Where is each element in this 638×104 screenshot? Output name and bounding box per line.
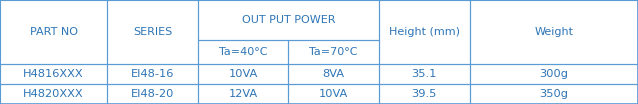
Bar bbox=[198, 40, 288, 64]
Text: 35.1: 35.1 bbox=[412, 69, 437, 79]
Bar bbox=[198, 64, 288, 84]
Bar bbox=[470, 0, 638, 64]
Bar bbox=[198, 0, 379, 40]
Text: Height (mm): Height (mm) bbox=[389, 27, 460, 37]
Text: EI48-20: EI48-20 bbox=[131, 89, 174, 99]
Text: SERIES: SERIES bbox=[133, 27, 172, 37]
Text: Weight: Weight bbox=[534, 27, 574, 37]
Bar bbox=[107, 0, 198, 64]
Text: 39.5: 39.5 bbox=[412, 89, 437, 99]
Text: 8VA: 8VA bbox=[323, 69, 345, 79]
Text: Ta=70°C: Ta=70°C bbox=[309, 47, 358, 57]
Bar bbox=[0, 84, 107, 104]
Bar bbox=[379, 84, 470, 104]
Bar bbox=[288, 40, 379, 64]
Bar bbox=[379, 0, 470, 64]
Text: 350g: 350g bbox=[539, 89, 568, 99]
Text: 12VA: 12VA bbox=[228, 89, 258, 99]
Bar bbox=[470, 0, 638, 64]
Bar bbox=[288, 40, 379, 64]
Bar bbox=[107, 84, 198, 104]
Bar bbox=[379, 64, 470, 84]
Bar bbox=[198, 84, 288, 104]
Text: 10VA: 10VA bbox=[228, 69, 258, 79]
Bar bbox=[379, 84, 470, 104]
Bar bbox=[0, 64, 107, 84]
Text: 10VA: 10VA bbox=[319, 89, 348, 99]
Bar bbox=[107, 84, 198, 104]
Bar bbox=[198, 40, 288, 64]
Bar bbox=[198, 0, 379, 40]
Bar bbox=[379, 0, 470, 64]
Bar bbox=[288, 64, 379, 84]
Bar bbox=[0, 0, 107, 64]
Bar bbox=[198, 64, 288, 84]
Bar bbox=[0, 0, 107, 64]
Text: OUT PUT POWER: OUT PUT POWER bbox=[242, 15, 335, 25]
Text: Ta=40°C: Ta=40°C bbox=[219, 47, 267, 57]
Text: EI48-16: EI48-16 bbox=[131, 69, 174, 79]
Text: H4816XXX: H4816XXX bbox=[23, 69, 84, 79]
Text: 300g: 300g bbox=[539, 69, 568, 79]
Bar bbox=[288, 64, 379, 84]
Bar bbox=[0, 64, 107, 84]
Bar bbox=[379, 64, 470, 84]
Bar bbox=[470, 64, 638, 84]
Bar bbox=[470, 64, 638, 84]
Bar bbox=[107, 64, 198, 84]
Bar bbox=[198, 84, 288, 104]
Bar bbox=[288, 84, 379, 104]
Bar bbox=[470, 84, 638, 104]
Text: H4820XXX: H4820XXX bbox=[23, 89, 84, 99]
Bar bbox=[107, 0, 198, 64]
Bar bbox=[288, 84, 379, 104]
Bar bbox=[470, 84, 638, 104]
Text: PART NO: PART NO bbox=[29, 27, 78, 37]
Bar bbox=[0, 84, 107, 104]
Bar bbox=[107, 64, 198, 84]
